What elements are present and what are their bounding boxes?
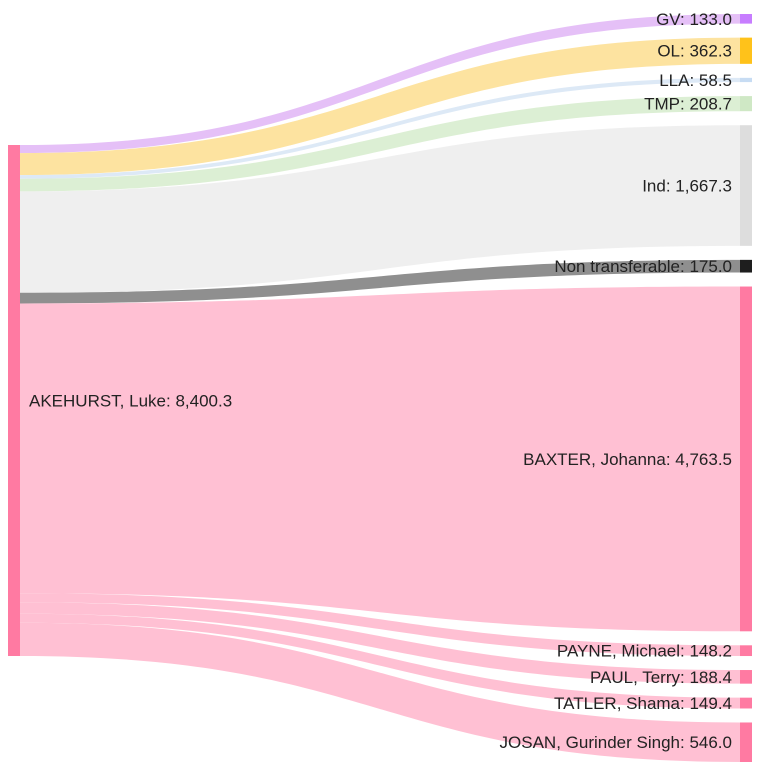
node-josan-gurinder-singh: [740, 722, 752, 762]
label-lla: LLA: 58.5: [659, 71, 732, 90]
label-group: AKEHURST, Luke: 8,400.3 GV: 133.0 OL: 362.…: [29, 10, 732, 752]
node-akehurst-luke: [8, 145, 20, 656]
label-non-transferable: Non transferable: 175.0: [554, 257, 732, 276]
label-tatler-shama: TATLER, Shama: 149.4: [554, 694, 732, 713]
flow-ol: [20, 37, 740, 176]
flow-gv: [20, 14, 740, 154]
label-ind: Ind: 1,667.3: [642, 177, 732, 196]
flow-non-transferable: [20, 259, 740, 304]
label-paul-terry: PAUL, Terry: 188.4: [590, 668, 732, 687]
node-lla: [740, 77, 752, 83]
flow-josan-gurinder-singh: [20, 622, 740, 762]
flow-tmp: [20, 96, 740, 192]
flow-tatler-shama: [20, 613, 740, 709]
node-baxter-johanna: [740, 286, 752, 632]
flow-ind: [20, 125, 740, 293]
node-non-transferable: [740, 259, 752, 273]
node-paul-terry: [740, 670, 752, 684]
flow-baxter-johanna: [20, 286, 740, 632]
node-ind: [740, 125, 752, 246]
flow-group: [20, 14, 740, 762]
node-payne-michael: [740, 645, 752, 657]
flow-paul-terry: [20, 602, 740, 684]
label-akehurst-luke: AKEHURST, Luke: 8,400.3: [29, 392, 232, 411]
node-tatler-shama: [740, 697, 752, 709]
label-ol: OL: 362.3: [657, 42, 732, 61]
label-payne-michael: PAYNE, Michael: 148.2: [557, 642, 732, 661]
node-ol: [740, 37, 752, 64]
label-josan-gurinder-singh: JOSAN, Gurinder Singh: 546.0: [500, 733, 732, 752]
node-group: [8, 14, 752, 762]
label-baxter-johanna: BAXTER, Johanna: 4,763.5: [523, 450, 732, 469]
flow-payne-michael: [20, 593, 740, 657]
node-tmp: [740, 96, 752, 112]
flow-lla: [20, 77, 740, 179]
label-gv: GV: 133.0: [656, 10, 732, 29]
label-tmp: TMP: 208.7: [644, 95, 732, 114]
node-gv: [740, 14, 752, 24]
